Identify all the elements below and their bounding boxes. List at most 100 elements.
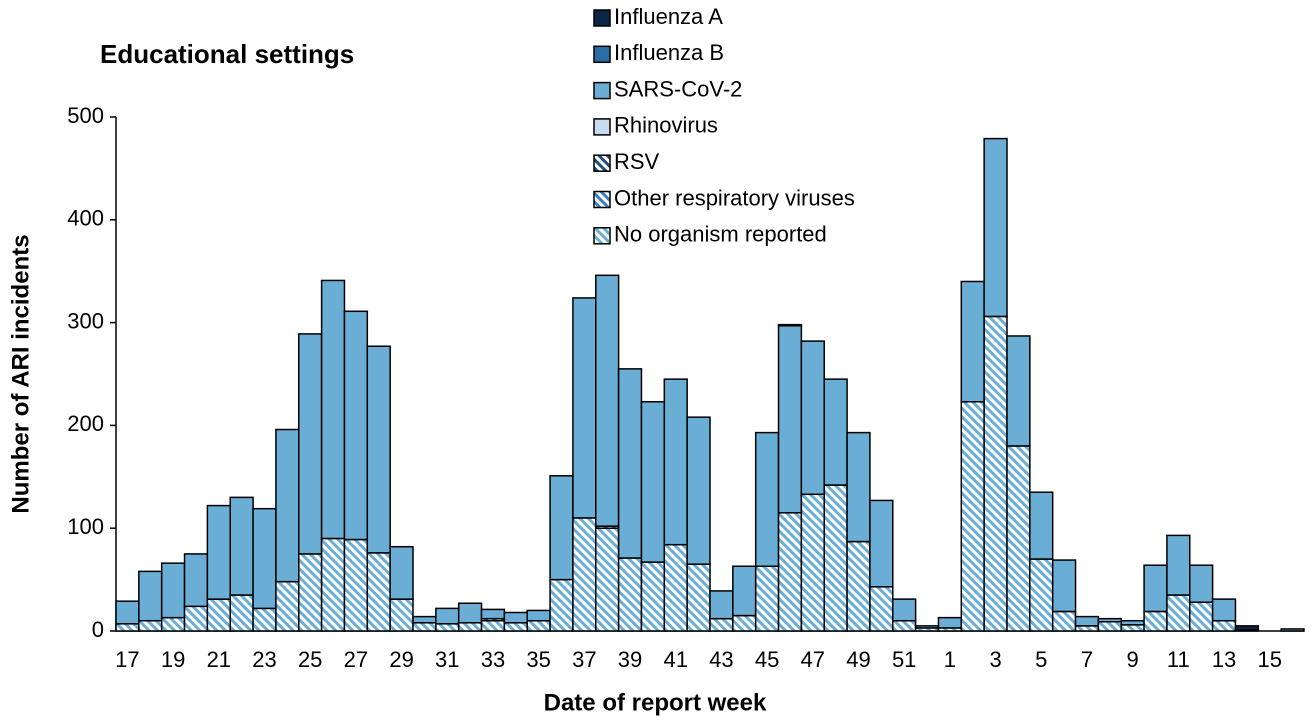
bar-segment [320, 537, 346, 632]
bar-segment [138, 570, 163, 622]
y-tick-label: 0 [92, 617, 104, 642]
y-tick-label: 500 [67, 103, 104, 128]
bar-segment [572, 297, 597, 519]
bar-segment [480, 608, 506, 620]
bar-segment [252, 607, 277, 632]
bar-segment [663, 378, 688, 546]
bar-segment [846, 431, 871, 543]
bar-segment [754, 431, 780, 567]
bar-segment [526, 619, 551, 632]
bar-segment [732, 614, 757, 632]
bar-segment [777, 323, 803, 327]
bar-segment [526, 609, 551, 622]
x-axis-title: Date of report week [544, 689, 767, 716]
x-tick-label: 29 [389, 647, 413, 672]
bar-segment [229, 594, 254, 632]
bar-segment [275, 580, 300, 632]
y-axis-title: Number of ARI incidents [7, 234, 34, 513]
x-tick-label: 21 [207, 647, 231, 672]
bar-segment [1166, 594, 1191, 632]
bar-segment [183, 553, 209, 608]
bar-segment [1074, 615, 1100, 627]
bar-segment [800, 340, 825, 496]
bar-segment [732, 565, 757, 617]
x-tick-label: 7 [1081, 647, 1093, 672]
x-tick-label: 3 [989, 647, 1001, 672]
x-tick-label: 51 [892, 647, 916, 672]
bar-segment [1166, 534, 1191, 596]
legend-swatch [593, 45, 611, 64]
x-tick-label: 25 [298, 647, 322, 672]
bar-segment [1120, 619, 1145, 626]
bar-segment [1143, 564, 1168, 613]
legend-label: RSV [614, 149, 660, 174]
bar-segment [1189, 564, 1214, 603]
x-tick-label: 5 [1035, 647, 1047, 672]
bar-segment [389, 598, 414, 632]
legend-swatch [593, 81, 611, 100]
bar-segment [1211, 619, 1237, 632]
bar-segment [1143, 610, 1168, 632]
bar-segment [1006, 445, 1031, 632]
bar-segment [298, 553, 323, 632]
x-tick-label: 27 [344, 647, 368, 672]
bar-segment [1211, 598, 1237, 622]
bar-segment [709, 617, 734, 632]
x-tick-label: 33 [481, 647, 505, 672]
bar-segment [595, 274, 620, 527]
bar-segment [823, 378, 848, 486]
x-tick-label: 13 [1212, 647, 1236, 672]
x-tick-label: 43 [709, 647, 733, 672]
bar-segment [777, 324, 803, 514]
bar-segment [1097, 617, 1122, 623]
bar-segment [366, 345, 391, 554]
bar-segment [366, 552, 391, 632]
bar-segment [617, 557, 643, 632]
bar-segment [435, 623, 460, 632]
bar-segment [229, 496, 254, 596]
legend-label: SARS-CoV-2 [614, 76, 742, 101]
x-tick-label: 37 [572, 647, 596, 672]
bar-segment [800, 493, 825, 632]
legend-label: Other respiratory viruses [614, 185, 855, 210]
bar-segment [595, 527, 620, 632]
chart-title: Educational settings [100, 39, 354, 69]
x-tick-label: 39 [618, 647, 642, 672]
bar-segment [320, 279, 346, 540]
bar-segment [640, 401, 666, 563]
bar-segment [823, 484, 848, 632]
bar-segment [937, 616, 963, 629]
bar-segment [1097, 620, 1122, 632]
bar-segment [549, 475, 574, 581]
x-tick-label: 49 [846, 647, 870, 672]
bar-segment [914, 625, 940, 629]
bar-segment [138, 619, 163, 632]
x-tick-label: 31 [435, 647, 459, 672]
x-tick-label: 45 [755, 647, 779, 672]
legend-label: Influenza B [614, 40, 724, 65]
y-tick-label: 400 [67, 206, 104, 231]
bar-segment [206, 598, 231, 632]
bar-segment [1120, 624, 1145, 632]
bar-segment [1189, 601, 1214, 632]
bar-segment [869, 586, 894, 632]
bar-segment [160, 562, 186, 619]
bar-segment [1074, 625, 1100, 632]
bar-segment [435, 607, 460, 625]
bar-segment [343, 538, 369, 632]
bar-segment [503, 611, 528, 624]
bar-segment [160, 616, 186, 632]
y-tick-label: 100 [67, 514, 104, 539]
x-tick-label: 19 [161, 647, 185, 672]
legend-swatch [593, 9, 611, 27]
legend-swatch [593, 227, 611, 245]
x-tick-label: 15 [1257, 647, 1281, 672]
bar-segment [686, 563, 711, 632]
x-tick-label: 11 [1167, 647, 1190, 672]
bar-segment [640, 561, 666, 632]
bar-segment [892, 619, 917, 632]
bar-segment [960, 401, 985, 632]
bar-segment [206, 504, 231, 600]
bar-segment [115, 600, 140, 625]
legend-swatch [593, 118, 611, 136]
